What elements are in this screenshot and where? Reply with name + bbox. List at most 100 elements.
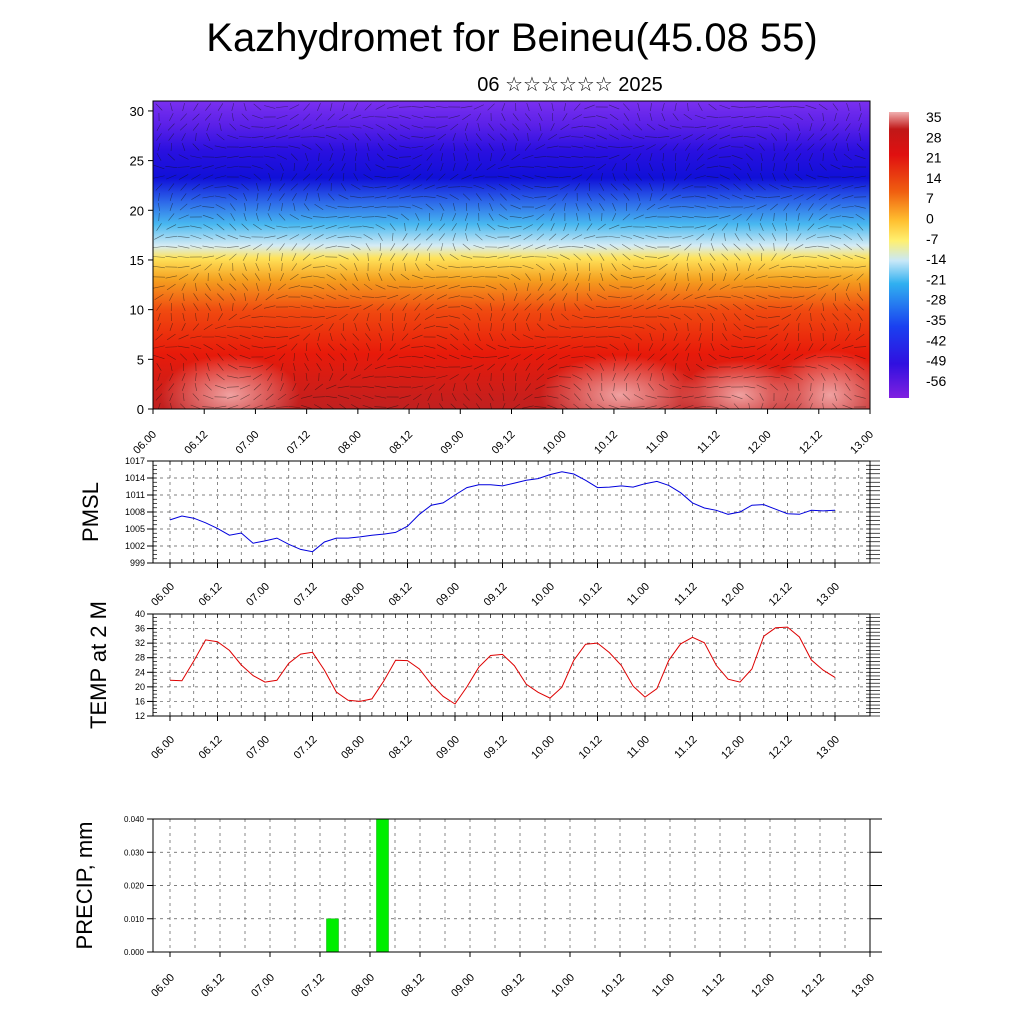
wind-barb [228,353,238,361]
wind-barb [846,102,850,112]
wind-barb [699,342,702,352]
wind-barb [546,165,559,169]
wind-barb [239,384,251,390]
wind-barb [279,193,285,201]
wind-barb [391,322,394,332]
wind-barb [573,103,581,111]
wind-barb [514,142,517,152]
wind-barb [472,265,485,269]
wind-barb [706,296,719,298]
wind-barb [166,283,176,291]
wind-barb [524,143,532,151]
wind-barb [425,303,434,311]
wind-barb [465,132,468,142]
wind-barb [633,394,644,400]
wind-barb [390,243,396,251]
wind-barb [251,316,264,318]
wind-barb [387,214,399,220]
wind-barb [315,353,323,361]
wind-barb [733,313,741,321]
wind-barb [241,223,249,231]
wind-barb [415,263,420,271]
wind-barb [204,263,213,271]
wind-barb [760,403,764,409]
wind-barb [315,113,323,121]
wind-barb [293,202,296,212]
wind-barb [280,273,284,281]
wind-barb [337,206,350,208]
wind-barb [720,184,730,190]
wind-barb [822,112,824,122]
wind-barb [632,315,645,319]
x-tick-label: 11.12 [700,972,727,999]
wind-barb [549,283,556,291]
wind-barb [854,346,867,348]
wind-barb [780,374,792,380]
wind-barb [411,274,423,280]
plot-frame [152,613,871,717]
wind-barb [193,273,199,281]
wind-barb [167,123,175,131]
wind-barb [719,194,730,200]
wind-barb [156,303,162,311]
x-tick-label: 11.00 [644,429,671,456]
wind-barb [216,213,225,221]
wind-barb [291,263,298,271]
wind-barb [367,252,369,262]
wind-barb [784,143,789,151]
wind-barb [657,235,670,239]
wind-barb [453,142,455,152]
wind-barb [747,163,752,171]
wind-barb [731,375,743,379]
wind-barb [252,404,263,409]
wind-barb [300,295,313,299]
wind-barb [635,333,643,341]
wind-barb [217,363,224,371]
wind-barb [488,213,494,221]
wind-barb [424,355,436,359]
wind-barb [817,355,830,359]
wind-barb [780,185,792,189]
wind-barb [476,383,481,391]
wind-barb [338,254,349,260]
wind-barb [400,294,410,300]
wind-barb [808,153,813,161]
wind-barb [425,143,435,151]
wind-barb [363,283,373,291]
wind-barb [315,173,323,181]
wind-barb [596,124,607,130]
wind-barb [378,253,383,261]
wind-barb [509,266,522,268]
x-tick-label: 09.00 [434,734,462,762]
wind-barb [731,295,743,299]
wind-barb [497,266,510,268]
wind-barb [608,104,620,110]
wind-barb [622,253,631,261]
wind-barb [572,374,583,380]
wind-barb [428,402,431,409]
wind-barb [349,125,362,129]
wind-barb [365,243,371,251]
wind-barb [153,245,165,249]
wind-barb [732,163,742,171]
y-tick-label: 25 [130,154,144,169]
wind-barb [856,303,864,311]
wind-barb [374,395,387,399]
wind-barb [263,316,276,318]
wind-barb [595,236,608,238]
wind-barb [858,113,862,121]
wind-barb [759,243,765,251]
wind-barb [522,195,534,199]
wind-barb [462,113,471,121]
wind-barb [858,123,862,131]
wind-barb [165,165,178,169]
wind-barb [437,344,447,350]
wind-barb [239,244,251,250]
wind-barb [366,142,370,152]
x-tick-label: 11.12 [672,734,699,761]
wind-barb [440,242,444,252]
wind-barb [476,403,481,409]
wind-barb [276,135,288,139]
wind-barb [546,176,559,178]
wind-barb [399,106,411,108]
